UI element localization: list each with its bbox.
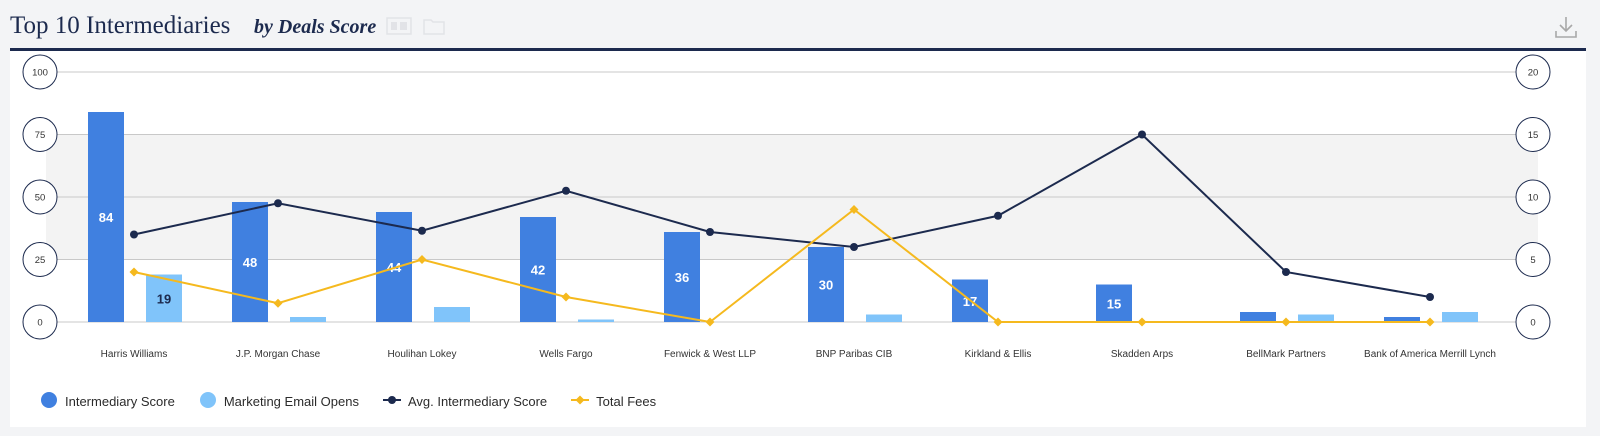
combo-chart: 0 25 50 75 100 0 5 10 15 20 84 19 Harris Williams 48 J…	[22, 54, 1551, 360]
point-avg-intermediary-score	[274, 199, 282, 208]
chart-container: 0 25 50 75 100 0 5 10 15 20 84 19 Harris Williams 48 J…	[10, 51, 1586, 427]
page-title: Top 10 Intermediaries	[10, 12, 231, 39]
y-tick-label-left: 25	[35, 255, 46, 266]
y-tick-badge-left	[22, 117, 58, 152]
y-tick-badge-left	[22, 242, 58, 277]
bar-email-opens	[146, 274, 182, 322]
y-tick-label-right: 5	[1530, 255, 1535, 266]
y-tick-label-left: 100	[32, 68, 48, 79]
point-avg-intermediary-score	[418, 226, 426, 235]
point-avg-intermediary-score	[850, 243, 858, 251]
y-tick-badge-right	[1515, 304, 1551, 340]
bar-data-label: 15	[1107, 296, 1121, 311]
point-total-fees	[1425, 317, 1435, 327]
y-tick-badge-left	[22, 54, 58, 90]
legend-swatch	[40, 391, 58, 412]
bar-intermediary-score	[1384, 317, 1420, 322]
bar-intermediary-score	[232, 202, 268, 322]
bar-email-opens	[866, 314, 902, 322]
x-category-label: Bank of America Merrill Lynch	[1364, 349, 1496, 360]
y-tick-label-left: 50	[35, 193, 46, 204]
point-avg-intermediary-score	[1426, 293, 1434, 301]
legend-label: Intermediary Score	[65, 393, 175, 409]
x-category-label: Fenwick & West LLP	[664, 349, 756, 360]
legend-swatch	[571, 394, 590, 409]
bar-data-label: 30	[819, 278, 833, 293]
legend-label: Avg. Intermediary Score	[407, 393, 548, 409]
bar-email-opens	[290, 317, 326, 322]
point-avg-intermediary-score	[1282, 268, 1290, 276]
x-category-label: BNP Paribas CIB	[816, 349, 893, 360]
bar-intermediary-score	[664, 232, 700, 322]
point-avg-intermediary-score	[706, 228, 714, 236]
bar-email-opens	[1298, 314, 1334, 322]
legend-swatch	[382, 394, 401, 409]
y-tick-badge-left	[22, 179, 58, 215]
point-total-fees	[129, 267, 139, 277]
legend-label: Marketing Email Opens	[223, 393, 359, 409]
y-tick-label-right: 10	[1528, 193, 1539, 204]
bar-email-opens	[1442, 312, 1478, 322]
bar-intermediary-score	[1096, 284, 1132, 322]
bar-data-label: 48	[243, 255, 257, 270]
y-tick-label-left: 75	[35, 130, 46, 141]
legend-label: Total Fees	[596, 393, 657, 409]
point-total-fees	[849, 205, 859, 214]
x-category-label: Harris Williams	[101, 349, 168, 360]
x-category-label: Houlihan Lokey	[388, 349, 457, 360]
x-category-label: BellMark Partners	[1246, 349, 1325, 360]
bar-intermediary-score	[88, 112, 124, 322]
y-tick-label-left: 0	[37, 318, 42, 329]
bar-email-opens	[578, 319, 614, 322]
x-category-label: J.P. Morgan Chase	[236, 349, 321, 360]
point-total-fees	[705, 317, 715, 327]
line-avg-intermediary-score	[133, 133, 1431, 298]
bar-data-label: 42	[531, 263, 545, 278]
bar-email-opens	[434, 307, 470, 322]
bar-data-label: 19	[157, 291, 171, 306]
legend-item[interactable]: Marketing Email Opens	[199, 391, 359, 412]
line-total-fees	[133, 208, 1430, 324]
point-avg-intermediary-score	[1138, 130, 1146, 139]
chart-header: Top 10 Intermediaries by Deals Score	[10, 0, 1586, 51]
point-avg-intermediary-score	[994, 211, 1002, 220]
bar-data-label: 84	[99, 210, 114, 225]
y-tick-label-right: 0	[1530, 318, 1535, 329]
y-tick-badge-left	[22, 304, 58, 340]
point-total-fees	[273, 298, 283, 308]
point-total-fees	[417, 255, 427, 264]
y-tick-badge-right	[1515, 179, 1551, 215]
point-avg-intermediary-score	[562, 186, 570, 195]
legend-swatch	[199, 391, 217, 412]
bar-intermediary-score	[1240, 312, 1276, 322]
page-subtitle: by Deals Score	[254, 16, 377, 38]
point-total-fees	[993, 317, 1003, 327]
legend-item[interactable]: Avg. Intermediary Score	[382, 393, 548, 409]
point-total-fees	[1137, 317, 1147, 327]
chart-legend: Intermediary Score Marketing Email Opens A…	[40, 389, 680, 413]
grid-view-icon[interactable]	[386, 16, 412, 41]
y-tick-label-right: 20	[1528, 68, 1539, 79]
x-category-label: Kirkland & Ellis	[965, 349, 1032, 360]
y-tick-badge-right	[1515, 242, 1551, 277]
point-avg-intermediary-score	[130, 230, 138, 239]
legend-item[interactable]: Total Fees	[571, 394, 656, 409]
bar-intermediary-score	[520, 217, 556, 322]
x-category-label: Wells Fargo	[539, 349, 593, 360]
y-tick-label-right: 15	[1528, 130, 1539, 141]
legend-item[interactable]: Intermediary Score	[40, 391, 175, 412]
y-tick-badge-right	[1515, 117, 1551, 152]
point-total-fees	[561, 292, 571, 302]
x-category-label: Skadden Arps	[1111, 349, 1173, 360]
download-icon[interactable]	[1554, 14, 1578, 40]
expand-icon[interactable]	[422, 16, 446, 41]
bar-intermediary-score	[808, 247, 844, 322]
y-tick-badge-right	[1515, 54, 1551, 90]
bar-data-label: 36	[675, 270, 689, 285]
point-total-fees	[1281, 317, 1291, 327]
